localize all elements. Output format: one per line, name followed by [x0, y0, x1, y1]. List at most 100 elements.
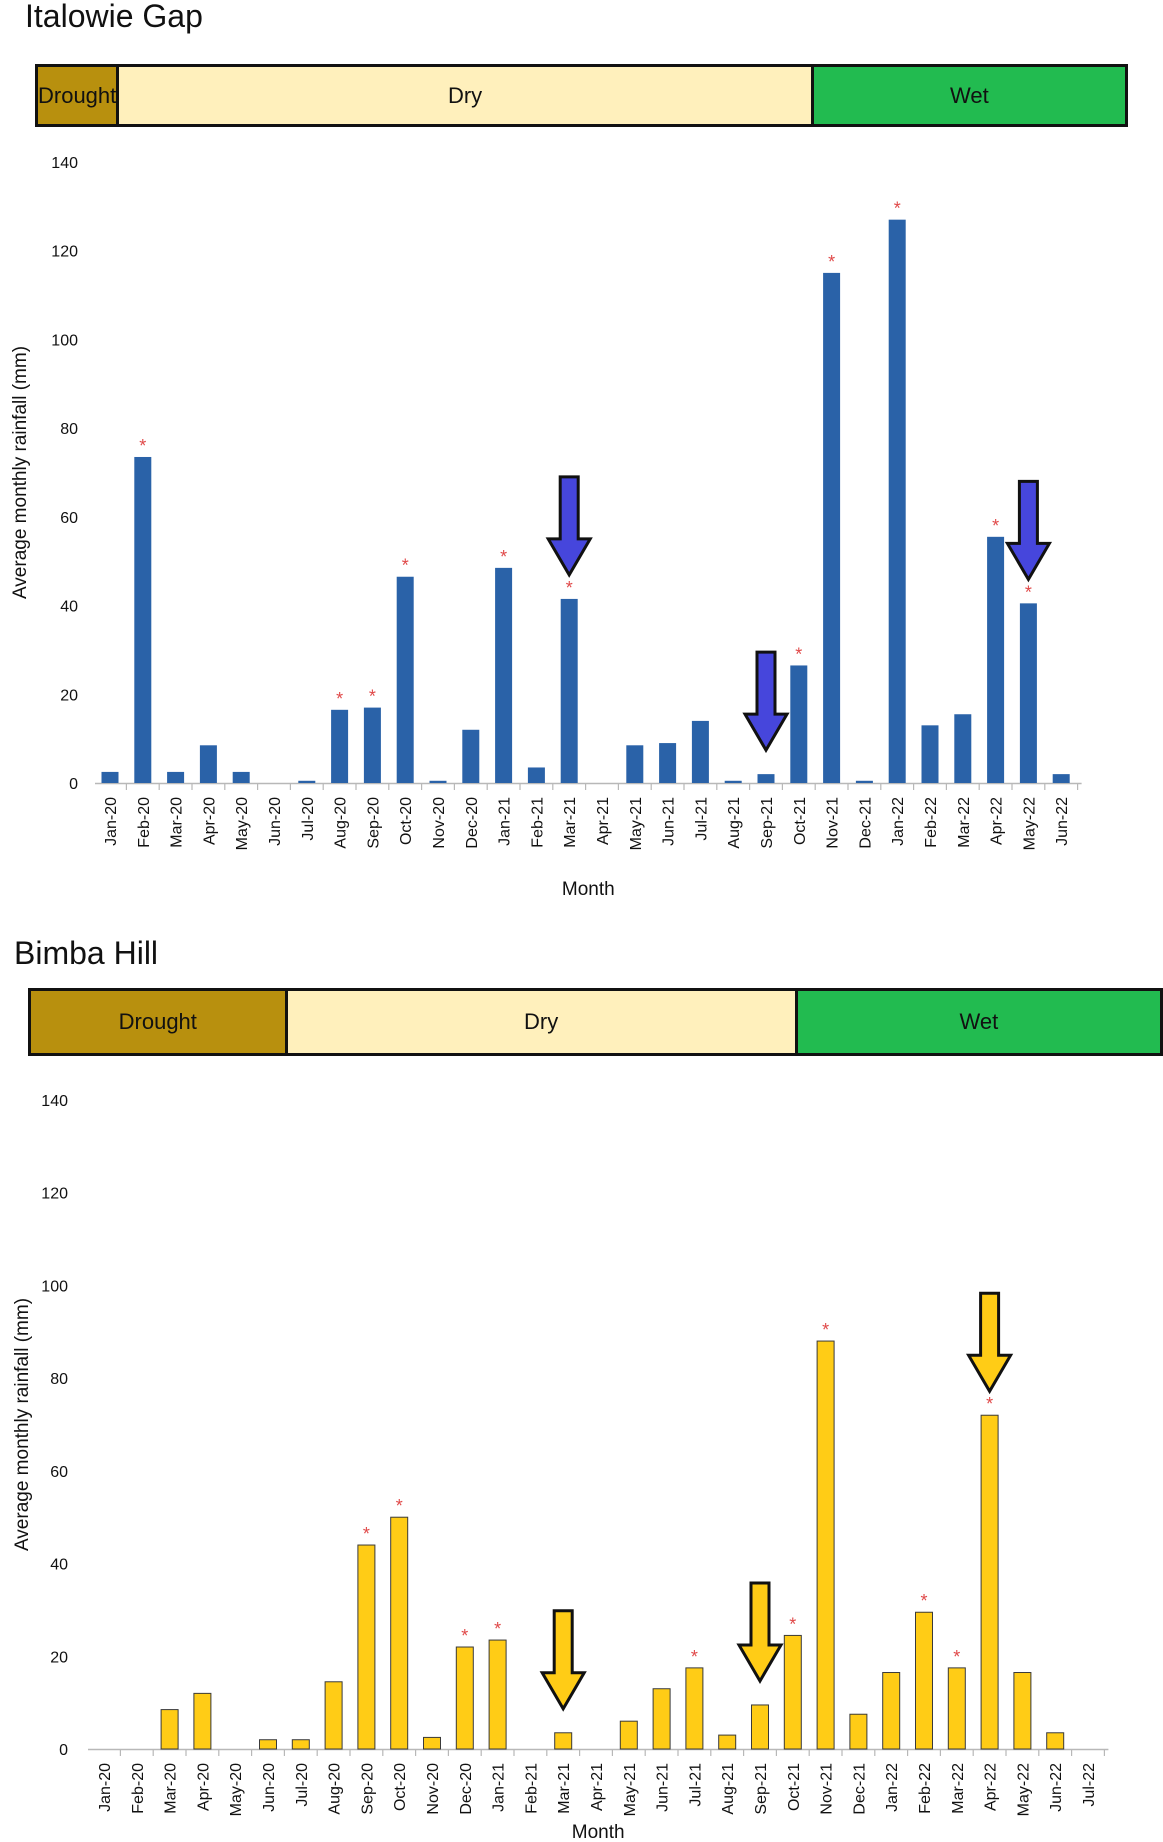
bar-may-21 [626, 745, 644, 783]
y-tick-label: 60 [60, 510, 78, 527]
x-tick-label: Jul-20 [300, 797, 317, 841]
season-dry: Dry [287, 991, 798, 1053]
x-tick-label: Dec-20 [464, 797, 481, 849]
x-tick-label: Apr-21 [595, 797, 612, 845]
y-tick-label: 100 [51, 332, 78, 349]
x-tick-label: Feb-22 [923, 797, 940, 848]
x-tick-label: Jul-21 [687, 1763, 704, 1807]
x-tick-label: Jan-21 [497, 797, 514, 846]
bar-sep-21 [751, 1704, 769, 1750]
x-tick-label: Sep-20 [359, 1763, 376, 1815]
bar-mar-21 [554, 1732, 573, 1750]
bar-oct-21 [783, 1634, 802, 1750]
x-tick-label: Mar-22 [950, 1763, 967, 1814]
x-tick-label: May-22 [1015, 1763, 1032, 1816]
y-tick-label: 80 [60, 421, 78, 438]
significance-star: * [953, 1647, 960, 1667]
bar-mar-21 [560, 598, 578, 783]
y-tick-label: 0 [59, 1742, 68, 1759]
x-tick-label: Feb-22 [917, 1763, 934, 1814]
y-tick-label: 140 [51, 155, 78, 172]
bar-nov-21 [816, 1340, 835, 1750]
x-tick-label: Jun-21 [661, 797, 678, 846]
y-tick-label: 120 [41, 1186, 68, 1203]
arrow-down-icon [539, 1609, 587, 1712]
y-tick-label: 20 [50, 1649, 68, 1666]
significance-star: * [789, 1614, 796, 1634]
bar-apr-20 [199, 745, 217, 783]
y-tick-label: 100 [41, 1278, 68, 1295]
bar-jan-21 [495, 567, 513, 783]
x-tick-label: Oct-20 [398, 797, 415, 845]
y-tick-label: 120 [51, 244, 78, 261]
x-tick-label: Jun-22 [1048, 1763, 1065, 1812]
x-tick-label: Sep-21 [759, 797, 776, 849]
arrow-down-icon [545, 475, 593, 578]
bar-jan-21 [488, 1639, 507, 1750]
significance-star: * [396, 1496, 403, 1516]
y-tick-label: 20 [60, 687, 78, 704]
x-tick-label: Aug-21 [720, 1763, 737, 1815]
x-tick-label: Jan-21 [491, 1763, 508, 1812]
bar-feb-20 [134, 456, 152, 783]
significance-star: * [1025, 582, 1032, 602]
y-tick-label: 40 [50, 1557, 68, 1574]
bar-feb-22 [921, 725, 939, 783]
x-tick-label: May-22 [1021, 797, 1038, 850]
significance-star: * [894, 199, 901, 219]
x-tick-label: Mar-21 [562, 797, 579, 848]
bar-nov-20 [423, 1736, 441, 1750]
x-tick-label: Apr-22 [983, 1763, 1000, 1811]
bar-jul-21 [691, 720, 709, 783]
x-tick-label: Jul-20 [294, 1763, 311, 1807]
chart-title: Italowie Gap [25, 0, 203, 34]
x-tick-label: Jan-22 [890, 797, 907, 846]
season-wet: Wet [813, 67, 1125, 124]
x-tick-label: May-21 [628, 797, 645, 850]
x-tick-label: Nov-20 [431, 797, 448, 849]
x-tick-label: Nov-20 [425, 1763, 442, 1815]
x-tick-label: May-21 [622, 1763, 639, 1816]
significance-star: * [500, 547, 507, 567]
significance-star: * [920, 1591, 927, 1611]
significance-star: * [795, 644, 802, 664]
significance-star: * [369, 687, 376, 707]
bar-jul-20 [298, 780, 316, 783]
chart-title: Bimba Hill [14, 935, 159, 971]
significance-star: * [336, 689, 343, 709]
bar-aug-20 [324, 1681, 343, 1750]
bar-jul-21 [685, 1667, 704, 1750]
bar-nov-20 [429, 780, 447, 783]
bar-sep-21 [757, 774, 775, 783]
bar-nov-21 [823, 272, 841, 783]
bar-jan-22 [888, 219, 906, 783]
y-tick-label: 40 [60, 599, 78, 616]
bar-chart: 0 20 40 60 80 100 120 140 Jan-20 Feb-20 * Mar-20 Apr… [10, 155, 1082, 900]
bar-may-21 [619, 1720, 638, 1750]
significance-star: * [986, 1394, 993, 1414]
bar-jun-21 [652, 1688, 671, 1750]
y-tick-label: 0 [69, 776, 78, 793]
x-tick-label: Jun-20 [267, 797, 284, 846]
bar-mar-20 [160, 1709, 179, 1750]
significance-star: * [139, 436, 146, 456]
x-tick-label: Aug-21 [726, 797, 743, 849]
x-tick-label: Apr-21 [589, 1763, 606, 1811]
bar-may-22 [1019, 603, 1037, 783]
x-axis-title: Month [562, 879, 615, 900]
season-drought: Drought [31, 991, 288, 1053]
x-tick-label: Sep-21 [753, 1763, 770, 1815]
significance-star: * [402, 556, 409, 576]
y-axis-title: Average monthly rainfall (mm) [10, 346, 31, 599]
bar-dec-21 [849, 1713, 868, 1750]
significance-star: * [566, 578, 573, 598]
bar-jan-22 [882, 1672, 901, 1750]
x-tick-label: Apr-20 [195, 1763, 212, 1811]
season-bar: Drought Dry Wet [35, 64, 1128, 127]
x-tick-label: Jan-22 [884, 1763, 901, 1812]
x-tick-label: Feb-20 [136, 797, 153, 848]
arrow-down-icon [965, 1291, 1014, 1395]
significance-star: * [461, 1626, 468, 1646]
